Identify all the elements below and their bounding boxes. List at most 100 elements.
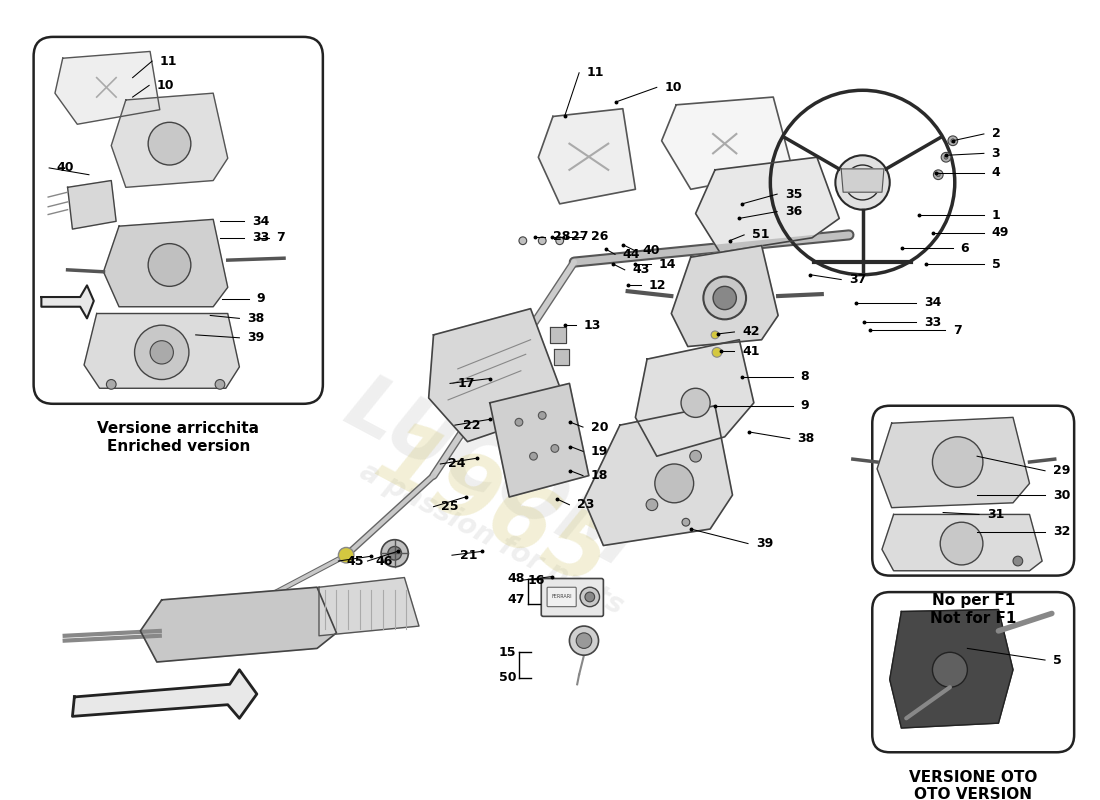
Circle shape	[944, 155, 948, 159]
Text: 10: 10	[664, 81, 682, 94]
Text: 32: 32	[1053, 526, 1070, 538]
Text: 39: 39	[248, 331, 264, 344]
Circle shape	[933, 437, 983, 487]
Circle shape	[538, 411, 546, 419]
Polygon shape	[842, 169, 884, 192]
Text: 5: 5	[1053, 654, 1062, 666]
Text: FERRARI: FERRARI	[551, 594, 572, 599]
Circle shape	[576, 633, 592, 649]
Polygon shape	[490, 383, 588, 497]
Text: 24: 24	[448, 458, 465, 470]
Text: 49: 49	[992, 226, 1009, 239]
Text: VERSIONE OTO: VERSIONE OTO	[909, 770, 1037, 785]
Text: 33: 33	[924, 316, 940, 329]
Text: 20: 20	[591, 421, 608, 434]
Circle shape	[654, 464, 694, 503]
Polygon shape	[73, 670, 257, 718]
Polygon shape	[671, 246, 778, 346]
Circle shape	[933, 652, 967, 687]
Polygon shape	[429, 309, 568, 442]
Circle shape	[515, 418, 522, 426]
Text: 21: 21	[460, 549, 477, 562]
Circle shape	[936, 173, 940, 177]
Text: 51: 51	[752, 229, 769, 242]
Text: 44: 44	[623, 248, 640, 261]
Circle shape	[948, 136, 958, 146]
Text: 46: 46	[375, 554, 393, 567]
Circle shape	[942, 152, 950, 162]
Text: Not for F1: Not for F1	[930, 610, 1016, 626]
Polygon shape	[111, 93, 228, 187]
Circle shape	[381, 540, 408, 567]
Polygon shape	[103, 219, 228, 306]
Text: Enriched version: Enriched version	[107, 438, 250, 454]
FancyBboxPatch shape	[541, 578, 604, 616]
Polygon shape	[42, 286, 94, 318]
Text: 28: 28	[553, 230, 570, 243]
Polygon shape	[67, 181, 117, 229]
Polygon shape	[890, 610, 1013, 728]
Circle shape	[580, 587, 600, 606]
Polygon shape	[319, 578, 419, 636]
Circle shape	[585, 592, 595, 602]
Circle shape	[713, 286, 736, 310]
Text: 12: 12	[649, 279, 667, 292]
Text: 8: 8	[801, 370, 810, 383]
Polygon shape	[55, 51, 160, 124]
FancyBboxPatch shape	[34, 37, 323, 404]
Text: 45: 45	[346, 554, 364, 567]
Text: 27: 27	[571, 230, 588, 243]
Circle shape	[712, 347, 722, 358]
Text: 2: 2	[992, 127, 1000, 141]
Text: 18: 18	[591, 469, 608, 482]
Circle shape	[150, 341, 174, 364]
Text: 50: 50	[498, 671, 516, 684]
Circle shape	[682, 518, 690, 526]
Circle shape	[107, 379, 117, 390]
Text: 23: 23	[578, 498, 595, 511]
Polygon shape	[636, 340, 754, 456]
Text: a passion for parts: a passion for parts	[355, 458, 628, 620]
Text: 13: 13	[584, 318, 602, 332]
Text: 48: 48	[507, 572, 525, 585]
Text: 16: 16	[528, 574, 544, 587]
Circle shape	[148, 244, 191, 286]
Text: 9: 9	[801, 399, 810, 412]
Text: 14: 14	[659, 258, 676, 270]
Text: Versione arricchita: Versione arricchita	[97, 422, 260, 436]
Text: 34: 34	[924, 296, 942, 310]
Text: 11: 11	[587, 66, 604, 79]
Circle shape	[703, 277, 746, 319]
Circle shape	[646, 499, 658, 510]
Circle shape	[551, 445, 559, 452]
Polygon shape	[550, 327, 565, 342]
Text: 15: 15	[498, 646, 516, 658]
Circle shape	[681, 388, 711, 418]
Text: 4: 4	[992, 166, 1000, 179]
Text: 38: 38	[248, 312, 264, 325]
Circle shape	[529, 452, 538, 460]
Text: 35: 35	[785, 188, 802, 201]
FancyBboxPatch shape	[872, 592, 1075, 752]
Circle shape	[1013, 556, 1023, 566]
Polygon shape	[84, 314, 240, 388]
Circle shape	[538, 237, 546, 245]
Text: 7: 7	[276, 231, 285, 244]
Text: 38: 38	[798, 432, 815, 446]
Text: 17: 17	[458, 377, 475, 390]
Polygon shape	[141, 587, 337, 662]
Text: LUCOM: LUCOM	[332, 366, 651, 585]
Text: 25: 25	[441, 500, 459, 513]
Text: 39: 39	[756, 537, 773, 550]
Circle shape	[940, 522, 983, 565]
Text: 7: 7	[953, 323, 961, 337]
Text: 5: 5	[992, 258, 1000, 270]
Circle shape	[835, 155, 890, 210]
Circle shape	[934, 170, 943, 179]
Text: 30: 30	[1053, 489, 1070, 502]
Circle shape	[690, 450, 702, 462]
Text: 11: 11	[160, 54, 177, 68]
Circle shape	[556, 237, 563, 245]
Circle shape	[216, 379, 224, 390]
Polygon shape	[554, 350, 570, 365]
